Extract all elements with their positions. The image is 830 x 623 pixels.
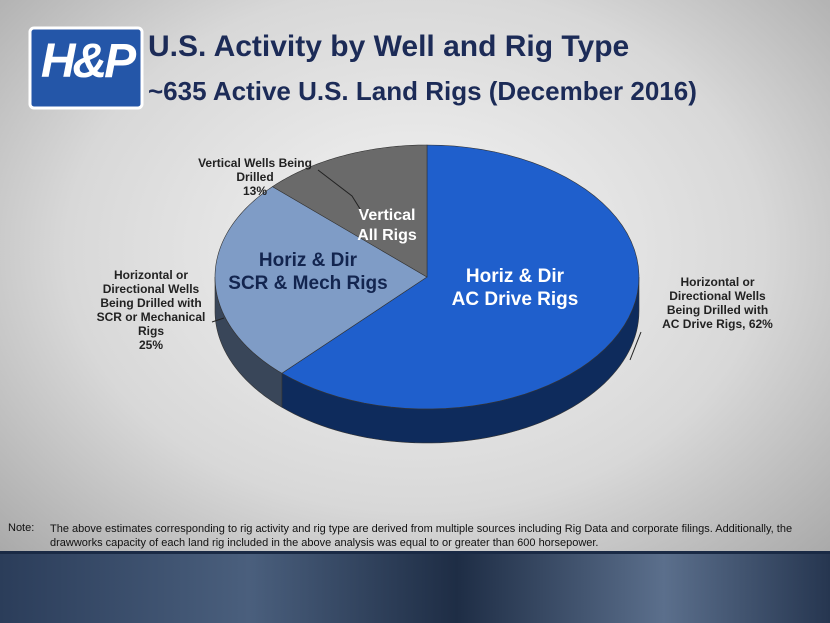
category-label: Vertical Wells Being Drilled xyxy=(198,156,312,184)
logo: H&P xyxy=(40,35,136,88)
pie-chart xyxy=(214,144,640,444)
category-label: Horizontal or Directional Wells Being Dr… xyxy=(96,268,206,338)
value-label: 13% xyxy=(242,184,268,198)
leader-line xyxy=(211,317,225,323)
value-label: 25% xyxy=(138,338,164,352)
leader-line xyxy=(317,169,363,213)
leader-line xyxy=(629,331,642,361)
slice-label: Vertical All Rigs xyxy=(357,207,417,244)
logo-box xyxy=(28,26,144,110)
slice-label: Horiz & Dir AC Drive Rigs xyxy=(451,266,579,310)
category-label: Horizontal or Directional Wells Being Dr… xyxy=(662,275,769,331)
slice xyxy=(214,186,428,374)
slice-label: Horiz & Dir SCR & Mech Rigs xyxy=(228,250,388,294)
data-label: Vertical Wells Being Drilled 13% xyxy=(180,156,330,198)
note-label: Note: xyxy=(8,522,35,534)
value-label: 62% xyxy=(748,317,773,331)
photo-band xyxy=(0,553,830,623)
slice xyxy=(271,144,428,278)
data-label: Horizontal or Directional Wells Being Dr… xyxy=(645,275,790,331)
title: U.S. Activity by Well and Rig Type xyxy=(148,30,630,63)
band-rule xyxy=(0,551,830,554)
subtitle: ~635 Active U.S. Land Rigs (December 201… xyxy=(148,76,697,106)
slice xyxy=(281,144,640,410)
note: The above estimates corresponding to rig… xyxy=(50,523,793,549)
data-label: Horizontal or Directional Wells Being Dr… xyxy=(88,268,214,352)
